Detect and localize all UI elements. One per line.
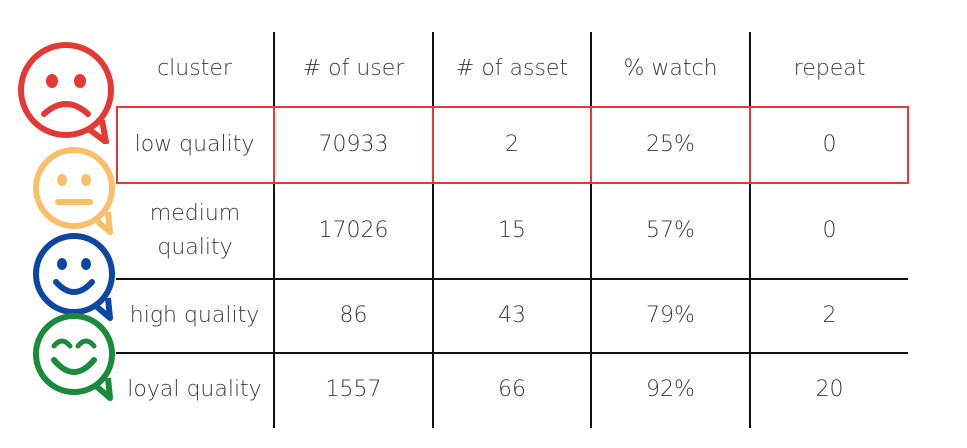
- header-cluster: cluster: [157, 56, 232, 81]
- column-divider: [432, 32, 434, 428]
- cluster-cell: low quality: [134, 132, 255, 157]
- assets-cell: 43: [498, 303, 526, 328]
- users-cell: 1557: [325, 377, 382, 402]
- repeat-cell: 20: [815, 377, 844, 402]
- column-divider: [273, 32, 275, 428]
- cluster-cell: loyal quality: [127, 377, 262, 402]
- cluster-cell: medium quality: [149, 201, 241, 260]
- assets-cell: 15: [498, 218, 526, 243]
- watch-cell: 57%: [646, 218, 695, 243]
- row-divider: [116, 278, 908, 280]
- users-cell: 86: [339, 303, 368, 328]
- users-cell: 70933: [318, 132, 389, 157]
- watch-cell: 92%: [646, 377, 695, 402]
- watch-cell: 79%: [646, 303, 695, 328]
- happy-face-icon: [33, 313, 115, 401]
- smile-face-icon: [33, 233, 115, 321]
- header-watch: % watch: [623, 56, 718, 81]
- row-divider: [116, 352, 908, 354]
- sad-face-icon: [18, 42, 114, 144]
- header-repeat: repeat: [793, 56, 866, 81]
- header-assets: # of asset: [455, 56, 569, 81]
- column-divider: [590, 32, 592, 428]
- assets-cell: 2: [505, 132, 519, 157]
- repeat-cell: 2: [822, 303, 837, 328]
- column-divider: [749, 32, 751, 428]
- neutral-face-icon: [33, 147, 115, 235]
- assets-cell: 66: [498, 377, 526, 402]
- header-users: # of user: [302, 56, 405, 81]
- repeat-cell: 0: [822, 218, 837, 243]
- users-cell: 17026: [318, 218, 389, 243]
- cluster-cell: high quality: [129, 303, 260, 328]
- watch-cell: 25%: [646, 132, 695, 157]
- repeat-cell: 0: [822, 132, 837, 157]
